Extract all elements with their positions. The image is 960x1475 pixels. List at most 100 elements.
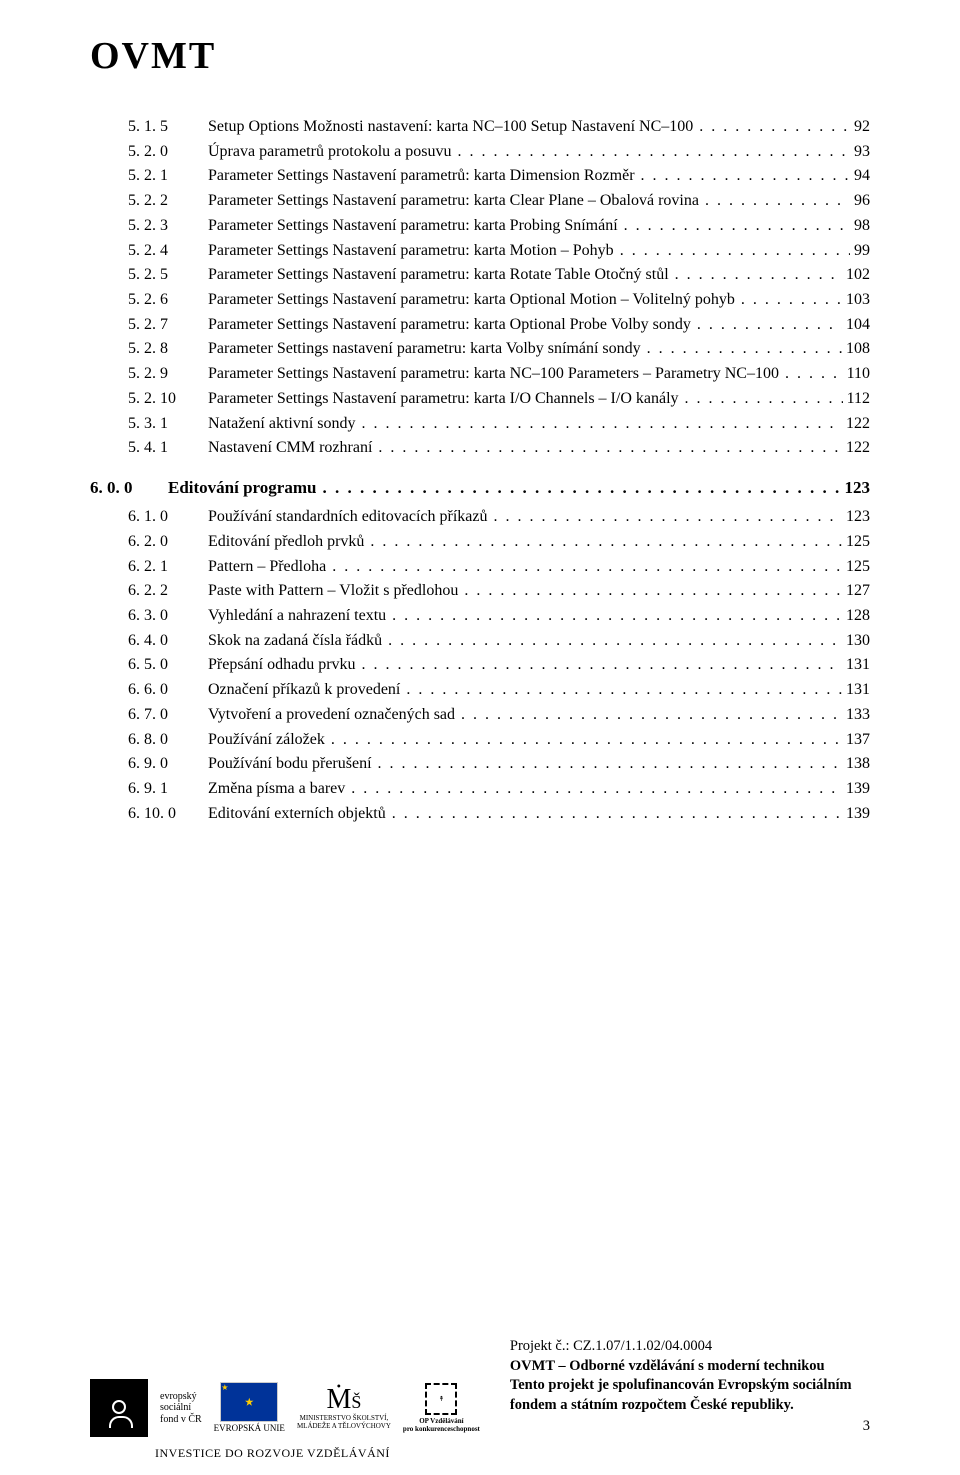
toc-entry: 5. 1. 5Setup Options Možnosti nastavení:… [90, 116, 870, 139]
toc-entry: 5. 2. 10Parameter Settings Nastavení par… [90, 388, 870, 411]
toc-dots: . . . . . . . . . . . . . . . . . . . . … [349, 778, 842, 801]
toc-page: 125 [842, 556, 870, 579]
toc-dots: . . . . . . . . . . . . . . . . . . . . … [697, 116, 850, 139]
toc-dots: . . . . . . . . . . . . . . . . . . . . … [386, 630, 842, 653]
project-title: OVMT – Odborné vzdělávání s moderní tech… [510, 1357, 870, 1377]
toc-heading: 6. 0. 0Editování programu. . . . . . . .… [90, 478, 870, 498]
toc-number: 6. 5. 0 [128, 654, 208, 677]
toc-label: Parameter Settings Nastavení parametru: … [208, 264, 673, 287]
toc-label: Parameter Settings Nastavení parametru: … [208, 314, 695, 337]
toc-label: Skok na zadaná čísla řádků [208, 630, 386, 653]
toc-label: Parameter Settings Nastavení parametru: … [208, 388, 683, 411]
toc-page: 122 [842, 437, 870, 460]
ministry-icon: ṀŠ [326, 1386, 361, 1414]
toc-number: 6. 7. 0 [128, 704, 208, 727]
toc-label: Editování programu [168, 478, 320, 498]
toc-entry: 6. 9. 1Změna písma a barev. . . . . . . … [90, 778, 870, 801]
toc-dots: . . . . . . . . . . . . . . . . . . . . … [376, 753, 842, 776]
toc-page: 130 [842, 630, 870, 653]
toc-dots: . . . . . . . . . . . . . . . . . . . . … [639, 165, 850, 188]
toc-dots: . . . . . . . . . . . . . . . . . . . . … [404, 679, 842, 702]
toc-number: 6. 10. 0 [128, 803, 208, 826]
toc-label: Vyhledání a nahrazení textu [208, 605, 390, 628]
toc-label: Pattern – Předloha [208, 556, 330, 579]
toc-label: Parameter Settings Nastavení parametru: … [208, 240, 618, 263]
toc-number: 6. 2. 0 [128, 531, 208, 554]
toc-entry: 6. 2. 1Pattern – Předloha. . . . . . . .… [90, 556, 870, 579]
toc-dots: . . . . . . . . . . . . . . . . . . . . … [618, 240, 850, 263]
toc-entry: 5. 2. 4Parameter Settings Nastavení para… [90, 240, 870, 263]
toc-number: 5. 2. 4 [128, 240, 208, 263]
toc-number: 5. 2. 3 [128, 215, 208, 238]
toc-entry: 5. 2. 8Parameter Settings nastavení para… [90, 338, 870, 361]
toc-page: 108 [842, 338, 870, 361]
toc-entry: 6. 2. 2Paste with Pattern – Vložit s pře… [90, 580, 870, 603]
toc-label: Natažení aktivní sondy [208, 413, 360, 436]
esf-text: evropský sociální fond v ČR [160, 1391, 202, 1426]
toc-entry: 5. 3. 1Natažení aktivní sondy. . . . . .… [90, 413, 870, 436]
toc-entry: 6. 2. 0Editování předloh prvků. . . . . … [90, 531, 870, 554]
toc-number: 6. 2. 2 [128, 580, 208, 603]
toc-number: 5. 2. 5 [128, 264, 208, 287]
toc-number: 5. 3. 1 [128, 413, 208, 436]
op-icon: ↟ [425, 1383, 457, 1415]
toc-number: 6. 6. 0 [128, 679, 208, 702]
toc-entry: 6. 1. 0Používání standardních editovacíc… [90, 506, 870, 529]
toc-dots: . . . . . . . . . . . . . . . . . . . . … [360, 654, 842, 677]
op-logo: ↟ OP Vzdělávání pro konkurenceschopnost [403, 1383, 480, 1433]
toc-label: Paste with Pattern – Vložit s předlohou [208, 580, 462, 603]
page-header: OVMT [90, 34, 216, 78]
toc-page: 127 [842, 580, 870, 603]
toc-entry: 5. 2. 6Parameter Settings Nastavení para… [90, 289, 870, 312]
toc-number: 6. 9. 0 [128, 753, 208, 776]
toc-number: 6. 8. 0 [128, 729, 208, 752]
toc-entry: 5. 2. 0Úprava parametrů protokolu a posu… [90, 141, 870, 164]
investment-tagline: INVESTICE DO ROZVOJE VZDĚLÁVÁNÍ [155, 1446, 390, 1461]
toc-dots: . . . . . . . . . . . . . . . . . . . . … [645, 338, 842, 361]
toc-number: 6. 9. 1 [128, 778, 208, 801]
logo-text: OVMT [90, 35, 216, 77]
toc-number: 6. 2. 1 [128, 556, 208, 579]
toc-label: Přepsání odhadu prvku [208, 654, 360, 677]
toc-entry: 6. 6. 0Označení příkazů k provedení. . .… [90, 679, 870, 702]
toc-page: 112 [843, 388, 870, 411]
toc-entry: 6. 7. 0Vytvoření a provedení označených … [90, 704, 870, 727]
toc-label: Editování externích objektů [208, 803, 390, 826]
toc-page: 122 [842, 413, 870, 436]
toc-page: 133 [842, 704, 870, 727]
toc-page: 92 [850, 116, 870, 139]
toc-label: Editování předloh prvků [208, 531, 368, 554]
page-footer: evropský sociální fond v ČR ⋆ EVROPSKÁ U… [90, 1337, 870, 1437]
toc-entry: 5. 2. 5Parameter Settings Nastavení para… [90, 264, 870, 287]
toc-number: 5. 2. 7 [128, 314, 208, 337]
toc-entry: 6. 10. 0Editování externích objektů. . .… [90, 803, 870, 826]
toc-page: 131 [842, 679, 870, 702]
toc-number: 5. 4. 1 [128, 437, 208, 460]
toc-dots: . . . . . . . . . . . . . . . . . . . . … [459, 704, 842, 727]
toc-entry: 5. 2. 2Parameter Settings Nastavení para… [90, 190, 870, 213]
toc-label: Používání bodu přerušení [208, 753, 376, 776]
esf-icon [90, 1379, 148, 1437]
toc-page: 131 [842, 654, 870, 677]
toc-page: 110 [843, 363, 870, 386]
toc-label: Parameter Settings Nastavení parametrů: … [208, 165, 639, 188]
toc-label: Parameter Settings Nastavení parametru: … [208, 215, 622, 238]
toc-page: 123 [842, 506, 870, 529]
toc-page: 139 [842, 778, 870, 801]
toc-page: 125 [842, 531, 870, 554]
toc-number: 5. 2. 2 [128, 190, 208, 213]
toc-entry: 5. 4. 1Nastavení CMM rozhraní. . . . . .… [90, 437, 870, 460]
toc-number: 5. 2. 9 [128, 363, 208, 386]
toc-number: 5. 2. 1 [128, 165, 208, 188]
footer-text: Projekt č.: CZ.1.07/1.1.02/04.0004 OVMT … [480, 1337, 870, 1437]
project-number: Projekt č.: CZ.1.07/1.1.02/04.0004 [510, 1337, 870, 1357]
toc-entry: 6. 9. 0Používání bodu přerušení. . . . .… [90, 753, 870, 776]
toc-label: Parameter Settings Nastavení parametru: … [208, 289, 739, 312]
toc-number: 6. 3. 0 [128, 605, 208, 628]
toc-label: Nastavení CMM rozhraní [208, 437, 376, 460]
toc-dots: . . . . . . . . . . . . . . . . . . . . … [330, 556, 842, 579]
toc-number: 5. 2. 0 [128, 141, 208, 164]
page-number: 3 [510, 1417, 870, 1437]
toc-page: 99 [850, 240, 870, 263]
toc-page: 139 [842, 803, 870, 826]
